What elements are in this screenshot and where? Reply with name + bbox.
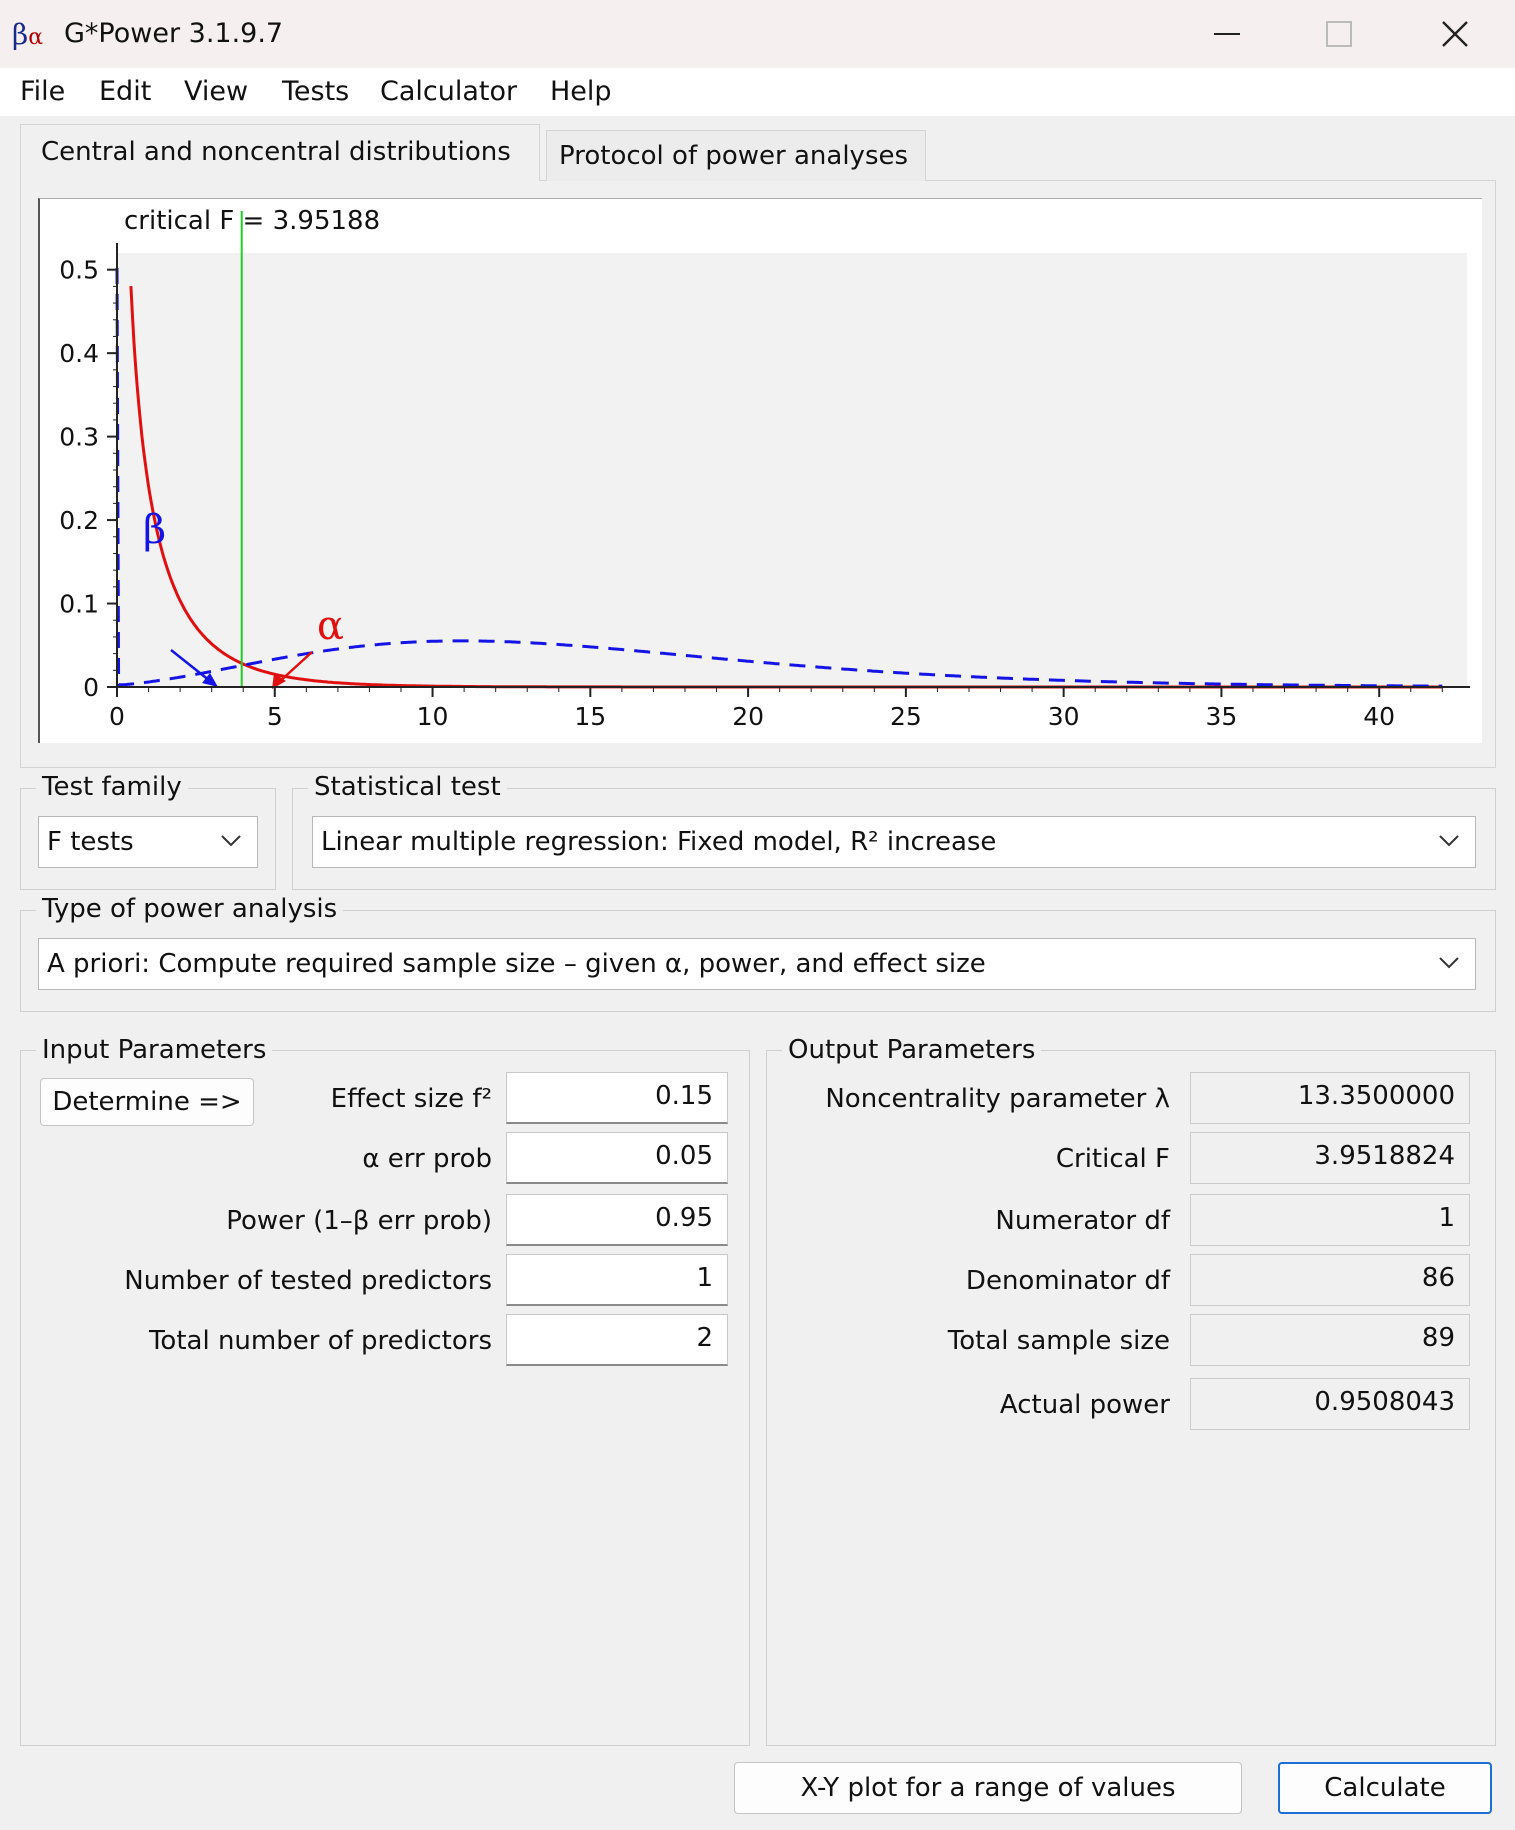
tab-protocol-label: Protocol of power analyses [559,141,909,171]
beta-arrowhead [202,673,218,687]
alpha-err-label: α err prob [362,1144,492,1174]
power-label: Power (1–β err prob) [226,1206,492,1236]
input-parameters-label: Input Parameters [36,1035,273,1065]
x-tick-label: 30 [1048,702,1080,731]
x-tick-label: 0 [109,702,125,731]
plot-background [117,253,1467,687]
output-parameters-label: Output Parameters [782,1035,1042,1065]
noncentrality-label: Noncentrality parameter λ [825,1084,1170,1114]
y-tick-label: 0.4 [59,339,99,368]
alpha-arrow [277,651,313,684]
close-icon [1442,21,1468,47]
denominator-df-output: 86 [1190,1254,1470,1306]
tested-predictors-input[interactable]: 1 [506,1254,728,1306]
critical-f-label: critical F = 3.95188 [124,206,380,236]
output-parameters-group [766,1050,1496,1746]
xy-plot-button[interactable]: X-Y plot for a range of values [734,1762,1242,1814]
chevron-down-icon [1439,957,1459,969]
test-family-select[interactable]: F tests [38,816,258,868]
gpower-app-icon: βα [12,18,44,51]
maximize-button[interactable] [1284,0,1394,68]
actual-power-label: Actual power [999,1390,1170,1420]
statistical-test-label: Statistical test [308,772,507,802]
total-predictors-label: Total number of predictors [148,1326,492,1356]
tab-protocol[interactable]: Protocol of power analyses [546,130,926,181]
chevron-down-icon [1439,835,1459,847]
y-tick-label: 0.1 [59,590,99,619]
calculate-button[interactable]: Calculate [1278,1762,1492,1814]
effect-size-label: Effect size f² [330,1084,492,1114]
menu-tests[interactable]: Tests [282,76,350,107]
y-tick-label: 0.5 [59,256,99,285]
alpha-err-input[interactable]: 0.05 [506,1132,728,1184]
beta-symbol: β [143,507,166,553]
menu-file[interactable]: File [20,76,66,107]
power-analysis-value: A priori: Compute required sample size –… [47,949,986,979]
minimize-button[interactable] [1172,0,1282,68]
x-tick-label: 20 [732,702,764,731]
density-curve-noncentral [115,267,1443,688]
tested-predictors-label: Number of tested predictors [124,1266,492,1296]
chevron-down-icon [221,835,241,847]
menu-bar: File Edit View Tests Calculator Help [0,68,1515,116]
alpha-arrowhead [272,673,286,689]
window-title: G*Power 3.1.9.7 [64,18,284,49]
effect-size-input[interactable]: 0.15 [506,1072,728,1124]
x-tick-label: 40 [1363,702,1395,731]
y-tick-label: 0.3 [59,423,99,452]
tab-distributions-label: Central and noncentral distributions [41,137,511,167]
total-sample-size-label: Total sample size [947,1326,1170,1356]
statistical-test-group [292,788,1496,890]
total-sample-size-output: 89 [1190,1314,1470,1366]
minimize-icon [1214,33,1240,35]
total-predictors-input[interactable]: 2 [506,1314,728,1366]
y-tick-label: 0.2 [59,506,99,535]
input-parameters-group [20,1050,750,1746]
statistical-test-select[interactable]: Linear multiple regression: Fixed model,… [312,816,1476,868]
x-tick-label: 5 [267,702,283,731]
critical-f-output-label: Critical F [1055,1144,1170,1174]
noncentrality-output: 13.3500000 [1190,1072,1470,1124]
x-tick-label: 35 [1206,702,1238,731]
power-analysis-label: Type of power analysis [36,894,344,924]
numerator-df-label: Numerator df [995,1206,1170,1236]
power-analysis-select[interactable]: A priori: Compute required sample size –… [38,938,1476,990]
test-family-label: Test family [36,772,188,802]
power-analysis-group [20,910,1496,1012]
tab-distributions[interactable]: Central and noncentral distributions [20,124,540,181]
determine-button[interactable]: Determine => [40,1078,254,1126]
alpha-symbol: α [317,603,344,649]
actual-power-output: 0.9508043 [1190,1378,1470,1430]
distribution-chart-svg: 0 0.1 0.2 0.3 0.4 0.5 0 5 10 15 20 25 30 35 40 critica… [59,206,1470,731]
denominator-df-label: Denominator df [965,1266,1170,1296]
title-bar: βα G*Power 3.1.9.7 [0,0,1515,69]
menu-edit[interactable]: Edit [99,76,152,107]
menu-help[interactable]: Help [550,76,612,107]
y-tick-label: 0 [83,673,99,702]
menu-view[interactable]: View [184,76,249,107]
numerator-df-output: 1 [1190,1194,1470,1246]
x-tick-label: 10 [417,702,449,731]
maximize-icon [1326,21,1352,47]
beta-arrow [170,649,211,682]
x-tick-label: 15 [574,702,606,731]
distribution-chart: 0 0.1 0.2 0.3 0.4 0.5 0 5 10 15 20 25 30 35 40 critica… [38,198,1482,743]
menu-calculator[interactable]: Calculator [380,76,518,107]
test-family-value: F tests [47,827,134,857]
x-tick-label: 25 [890,702,922,731]
power-input[interactable]: 0.95 [506,1194,728,1246]
critical-f-output: 3.9518824 [1190,1132,1470,1184]
close-button[interactable] [1400,0,1510,68]
statistical-test-value: Linear multiple regression: Fixed model,… [321,827,997,857]
